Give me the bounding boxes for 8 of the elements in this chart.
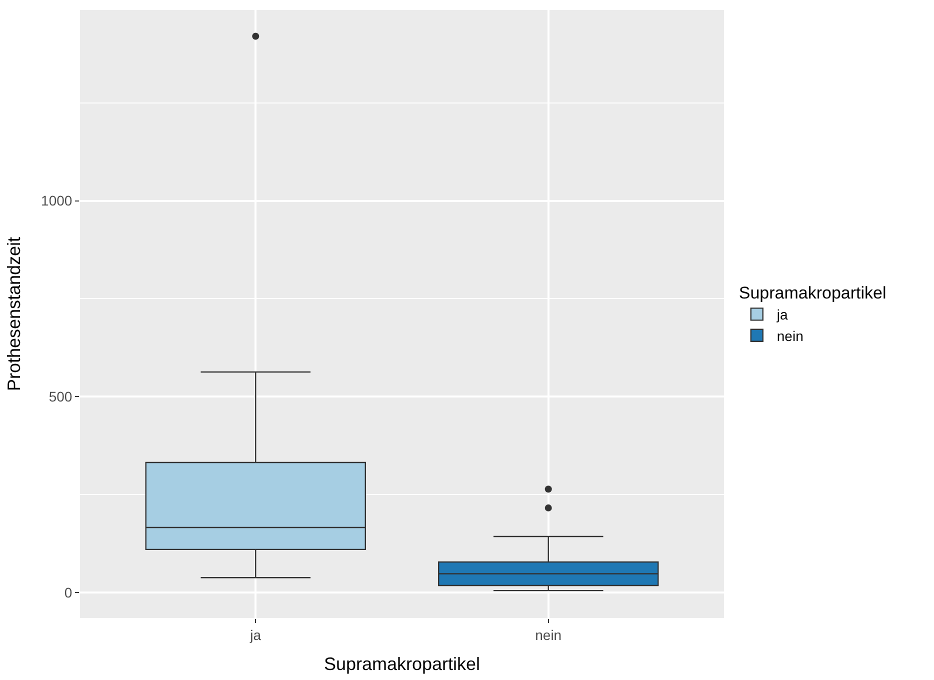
legend-label: nein — [776, 328, 804, 344]
legend-label: ja — [776, 306, 788, 323]
x-axis-title: Supramakropartikel — [324, 654, 480, 674]
y-tick-label: 500 — [48, 388, 72, 405]
y-tick-label: 0 — [64, 584, 72, 600]
y-axis-title: Prothesenstandzeit — [4, 236, 24, 392]
y-tick-label: 1000 — [41, 192, 72, 209]
legend-title: Supramakropartikel — [738, 284, 886, 303]
